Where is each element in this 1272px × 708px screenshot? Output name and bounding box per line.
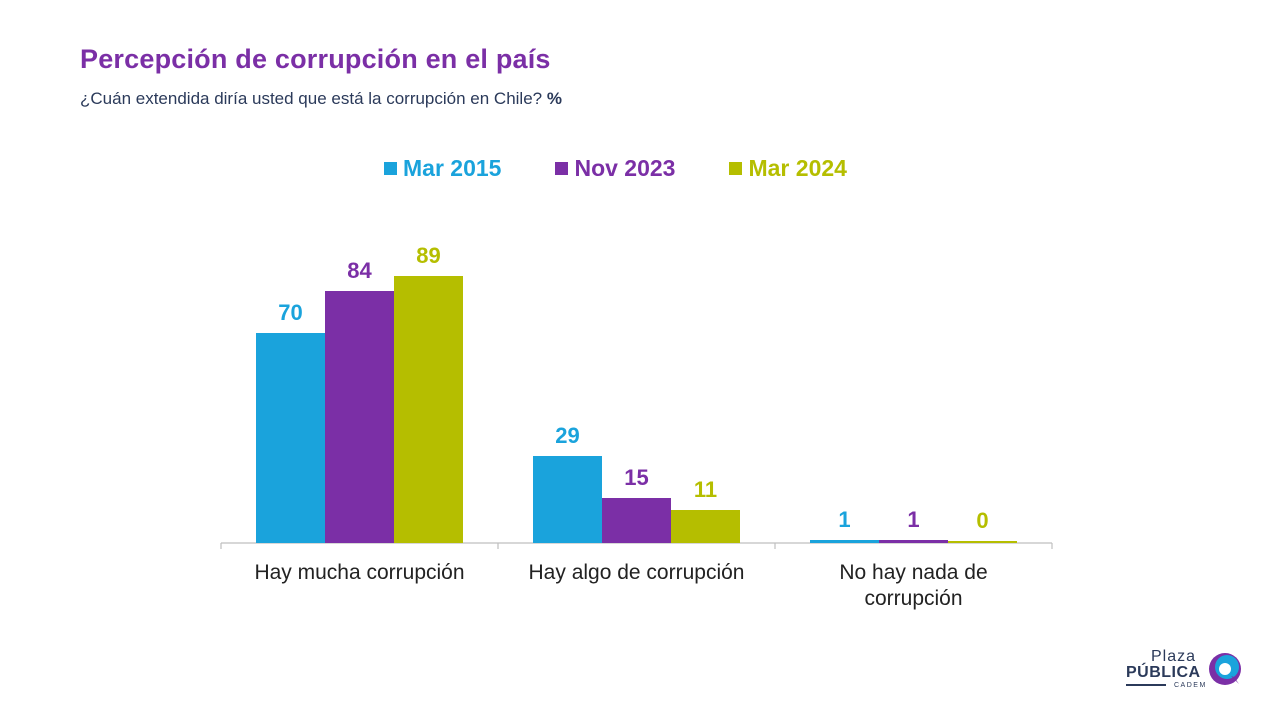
legend-item: Mar 2024 bbox=[729, 155, 847, 182]
legend-swatch bbox=[384, 162, 397, 175]
logo-text-cadem: CADEM bbox=[1174, 682, 1207, 689]
legend-item: Mar 2015 bbox=[384, 155, 501, 182]
logo-mark-icon bbox=[1209, 653, 1241, 685]
bar bbox=[394, 276, 463, 543]
logo-underline bbox=[1126, 684, 1166, 686]
data-label: 1 bbox=[907, 507, 919, 532]
legend-label: Nov 2023 bbox=[574, 155, 676, 181]
legend-item: Nov 2023 bbox=[555, 155, 675, 182]
bar bbox=[256, 333, 325, 543]
category-label: corrupción bbox=[864, 587, 962, 610]
logo-text-publica: PÚBLICA bbox=[1126, 664, 1201, 681]
bar bbox=[602, 498, 671, 543]
data-label: 29 bbox=[555, 423, 579, 448]
category-label: No hay nada de bbox=[839, 561, 987, 584]
category-label: Hay mucha corrupción bbox=[254, 561, 464, 584]
subtitle-question: ¿Cuán extendida diría usted que está la … bbox=[80, 89, 543, 108]
category-label: Hay algo de corrupción bbox=[529, 561, 745, 584]
data-label: 0 bbox=[976, 508, 988, 533]
plaza-publica-cadem-logo: Plaza PÚBLICA CADEM bbox=[1126, 648, 1246, 694]
legend-label: Mar 2024 bbox=[748, 155, 847, 181]
data-label: 1 bbox=[838, 507, 850, 532]
chart-legend: Mar 2015 Nov 2023 Mar 2024 bbox=[384, 155, 847, 182]
data-label: 15 bbox=[624, 465, 648, 490]
logo-text-plaza: Plaza bbox=[1151, 648, 1197, 665]
bar bbox=[671, 510, 740, 543]
legend-swatch bbox=[555, 162, 569, 175]
bar bbox=[325, 291, 394, 543]
data-label: 70 bbox=[278, 300, 302, 325]
bar bbox=[879, 540, 948, 543]
data-label: 84 bbox=[347, 258, 372, 283]
chart-title: Percepción de corrupción en el país bbox=[80, 44, 551, 74]
subtitle-unit: % bbox=[546, 89, 562, 108]
data-label: 11 bbox=[694, 477, 717, 502]
legend-label: Mar 2015 bbox=[403, 155, 502, 181]
data-label: 89 bbox=[416, 243, 440, 268]
bar bbox=[948, 541, 1017, 543]
bar bbox=[810, 540, 879, 543]
chart-subtitle: ¿Cuán extendida diría usted que está la … bbox=[80, 89, 562, 109]
bar bbox=[533, 456, 602, 543]
legend-swatch bbox=[729, 162, 743, 175]
